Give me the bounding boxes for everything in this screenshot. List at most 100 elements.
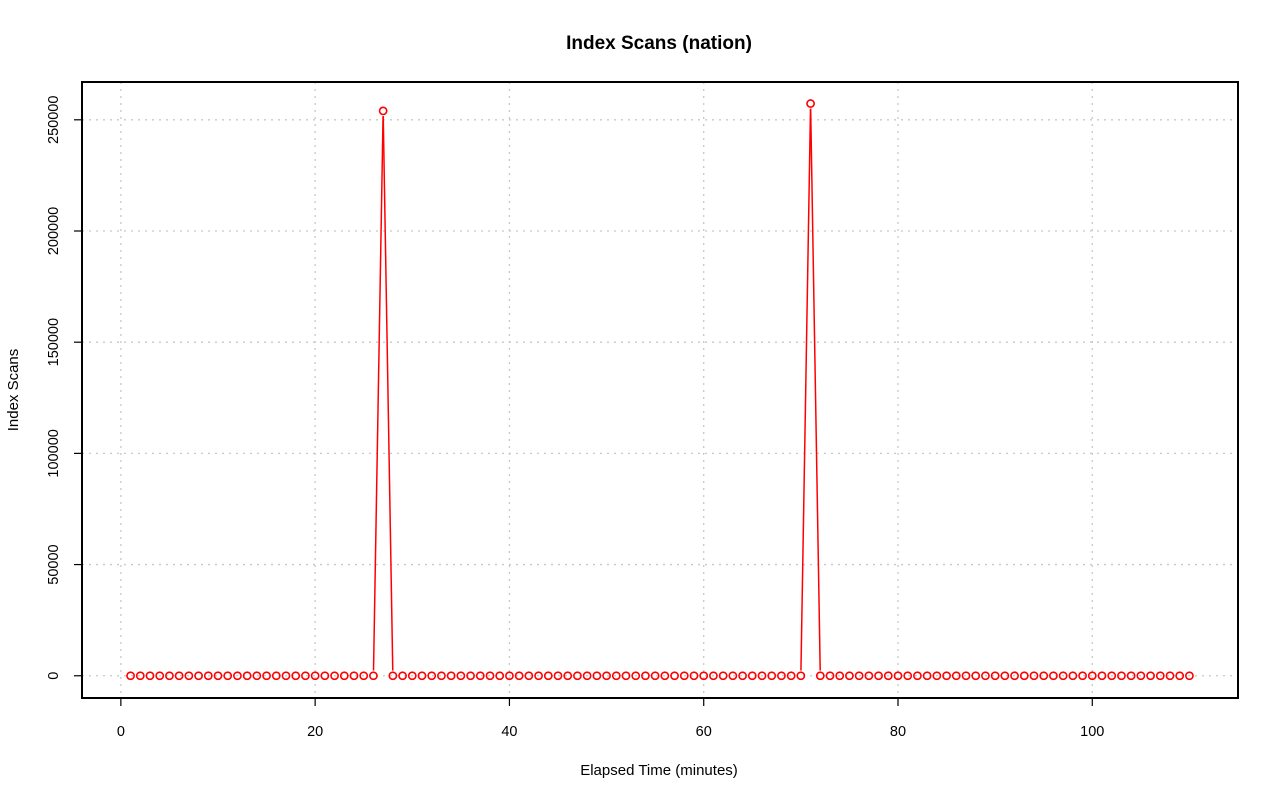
y-tick-label: 200000: [46, 207, 62, 255]
data-point: [223, 671, 233, 681]
data-point: [1029, 671, 1039, 681]
x-tick-label: 0: [117, 724, 125, 740]
data-point: [922, 671, 932, 681]
y-axis-label: Index Scans: [5, 349, 22, 432]
series-index-scans: [126, 99, 1194, 681]
data-point: [446, 671, 456, 681]
data-point: [165, 671, 174, 681]
data-point: [883, 671, 893, 681]
data-point: [806, 99, 815, 108]
data-point: [242, 671, 252, 681]
data-point: [388, 671, 398, 681]
data-point: [621, 671, 631, 681]
data-point: [378, 106, 388, 116]
data-point: [271, 671, 281, 681]
data-point: [1087, 671, 1097, 681]
data-point: [961, 671, 971, 681]
y-tick-label: 0: [46, 672, 62, 680]
data-point: [145, 671, 155, 681]
data-point: [262, 671, 271, 681]
data-point: [1097, 671, 1107, 681]
data-point: [1126, 671, 1136, 681]
data-point: [524, 671, 534, 681]
data-point: [825, 671, 835, 681]
data-point: [126, 671, 135, 681]
data-point: [252, 671, 262, 681]
data-point: [310, 671, 320, 681]
data-point: [582, 671, 592, 681]
data-point: [903, 671, 913, 681]
data-point: [1049, 671, 1058, 681]
data-point: [1185, 671, 1194, 681]
data-point: [466, 671, 475, 681]
data-point: [835, 671, 845, 681]
data-point: [1175, 671, 1185, 681]
x-tick-label: 60: [696, 724, 712, 740]
x-tick-label: 80: [890, 724, 906, 740]
data-point: [475, 671, 485, 681]
data-point: [767, 671, 777, 681]
data-point: [505, 671, 514, 681]
data-point: [660, 671, 670, 681]
data-point: [1068, 671, 1078, 681]
data-point: [1155, 671, 1165, 681]
data-point: [369, 671, 378, 681]
data-point: [339, 671, 349, 681]
data-point: [407, 671, 417, 681]
data-point: [864, 671, 874, 681]
data-point: [514, 671, 524, 681]
data-point: [631, 671, 641, 681]
data-point: [641, 671, 650, 681]
data-point: [155, 671, 165, 681]
x-tick-label: 100: [1080, 724, 1104, 740]
data-point: [981, 671, 990, 681]
data-point: [437, 671, 446, 681]
data-point: [747, 671, 757, 681]
y-tick-label: 50000: [46, 544, 62, 584]
data-point: [281, 671, 291, 681]
data-point: [592, 671, 602, 681]
data-point: [534, 671, 543, 681]
x-axis-label: Elapsed Time (minutes): [580, 762, 738, 779]
data-point: [398, 671, 407, 681]
data-point: [689, 671, 699, 681]
data-point: [417, 671, 427, 681]
grid-lines: [82, 82, 1238, 698]
plot-frame: [81, 81, 1239, 699]
data-point: [738, 671, 747, 681]
data-point: [913, 671, 922, 681]
data-point: [893, 671, 903, 681]
x-tick-label: 40: [501, 724, 517, 740]
data-point: [1019, 671, 1029, 681]
data-point: [1117, 671, 1126, 681]
data-point: [611, 671, 621, 681]
data-point: [213, 671, 223, 681]
data-point: [330, 671, 339, 681]
data-point: [757, 671, 767, 681]
data-point: [1000, 671, 1010, 681]
data-point: [301, 671, 310, 681]
data-point: [990, 671, 1000, 681]
data-point: [815, 671, 825, 681]
data-point: [573, 671, 582, 681]
data-point: [427, 671, 437, 681]
data-point: [854, 671, 864, 681]
data-point: [495, 671, 505, 681]
data-point: [699, 671, 709, 681]
data-point: [349, 671, 359, 681]
data-point: [679, 671, 689, 681]
data-point: [485, 671, 495, 681]
data-point: [1039, 671, 1049, 681]
series-segment: [800, 108, 812, 671]
y-tick-label: 250000: [46, 96, 62, 144]
data-point: [777, 671, 786, 681]
chart-title: Index Scans (nation): [566, 33, 752, 54]
data-point: [1146, 671, 1155, 681]
data-point: [543, 671, 553, 681]
data-point: [1136, 671, 1146, 681]
data-point: [932, 671, 942, 681]
data-point: [194, 671, 203, 681]
data-point: [184, 671, 194, 681]
data-point: [670, 671, 679, 681]
